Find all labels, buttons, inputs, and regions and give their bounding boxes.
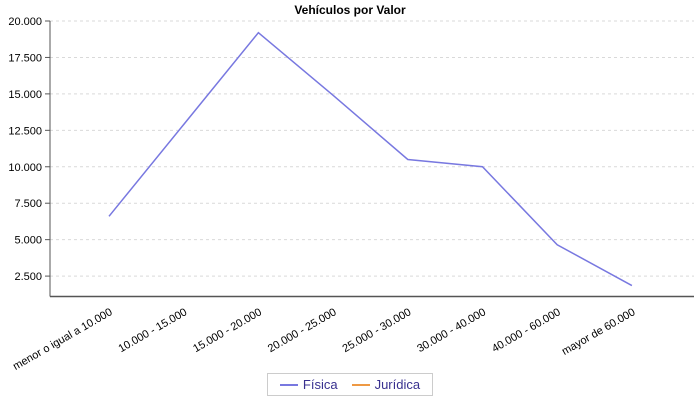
legend-label-fisica: Física [302, 377, 338, 392]
y-tick-label: 5.000 [14, 235, 42, 247]
x-category-label: 15.000 - 20.000 [191, 306, 264, 355]
x-category-label: 25.000 - 30.000 [341, 306, 414, 355]
legend: Física Jurídica [0, 373, 700, 396]
chart-title: Vehículos por Valor [294, 3, 406, 17]
x-category-label: 20.000 - 25.000 [266, 306, 339, 355]
x-category-label: 30.000 - 40.000 [415, 306, 488, 355]
x-category-label: menor o igual a 10.000 [11, 306, 114, 373]
legend-label-juridica: Jurídica [374, 377, 421, 392]
x-category-label: mayor de 60.000 [560, 306, 638, 358]
series-line-física [108, 31, 633, 287]
legend-item-fisica: Física [279, 377, 338, 392]
fisica-line-marker-icon [279, 383, 298, 386]
y-tick-label: 10.000 [8, 162, 42, 174]
x-category-label: 10.000 - 15.000 [116, 306, 189, 355]
y-tick-label: 12.500 [8, 125, 42, 137]
y-tick-label: 17.500 [8, 52, 42, 64]
legend-box: Física Jurídica [266, 373, 434, 396]
y-tick-label: 15.000 [8, 89, 42, 101]
y-tick-label: 2.500 [14, 271, 42, 283]
x-category-label: 40.000 - 60.000 [490, 306, 563, 355]
legend-item-juridica: Jurídica [351, 377, 421, 392]
y-tick-label: 20.000 [8, 16, 42, 28]
y-tick-label: 7.500 [14, 198, 42, 210]
juridica-line-marker-icon [351, 383, 370, 386]
